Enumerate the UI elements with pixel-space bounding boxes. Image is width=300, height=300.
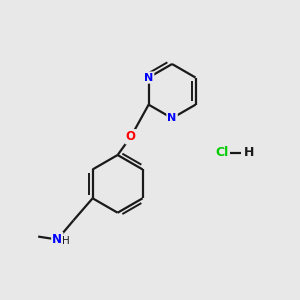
Text: H: H (62, 236, 69, 246)
Text: Cl: Cl (215, 146, 229, 159)
Text: H: H (244, 146, 254, 159)
Text: N: N (144, 73, 153, 82)
Text: O: O (126, 130, 136, 143)
Text: N: N (167, 113, 177, 123)
Text: N: N (52, 233, 62, 246)
